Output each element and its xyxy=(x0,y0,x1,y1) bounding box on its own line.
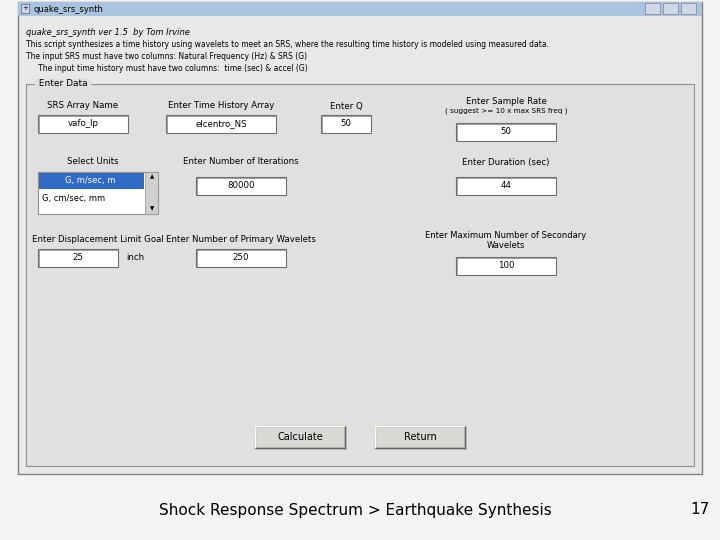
Bar xyxy=(39,173,144,189)
Text: This script synthesizes a time history using wavelets to meet an SRS, where the : This script synthesizes a time history u… xyxy=(26,40,549,49)
Text: G, cm/sec, mm: G, cm/sec, mm xyxy=(42,193,105,202)
Text: Enter Duration (sec): Enter Duration (sec) xyxy=(462,158,549,166)
Bar xyxy=(21,4,29,13)
Bar xyxy=(375,426,465,448)
Text: Enter Number of Iterations: Enter Number of Iterations xyxy=(183,158,299,166)
Text: 50: 50 xyxy=(500,127,511,137)
Text: SRS Array Name: SRS Array Name xyxy=(48,102,119,111)
Bar xyxy=(18,2,702,474)
Bar xyxy=(18,2,702,16)
Text: 80000: 80000 xyxy=(228,181,255,191)
Bar xyxy=(456,123,556,141)
Text: ( suggest >= 10 x max SRS freq ): ( suggest >= 10 x max SRS freq ) xyxy=(445,108,567,114)
Text: Enter Maximum Number of Secondary: Enter Maximum Number of Secondary xyxy=(426,231,587,240)
Text: 17: 17 xyxy=(690,503,710,517)
Text: Wavelets: Wavelets xyxy=(487,240,525,249)
Text: Calculate: Calculate xyxy=(277,432,323,442)
Bar xyxy=(456,177,556,195)
Text: Select Units: Select Units xyxy=(67,158,119,166)
Text: vafo_lp: vafo_lp xyxy=(68,119,99,129)
Bar xyxy=(196,249,286,267)
Text: The input time history must have two columns:  time (sec) & accel (G): The input time history must have two col… xyxy=(31,64,307,73)
Text: ▲: ▲ xyxy=(150,174,154,179)
Bar xyxy=(38,172,158,214)
Text: +: + xyxy=(22,5,28,11)
Bar xyxy=(166,115,276,133)
Bar xyxy=(645,3,660,14)
Bar xyxy=(321,115,371,133)
Text: Enter Displacement Limit Goal: Enter Displacement Limit Goal xyxy=(32,234,164,244)
Bar xyxy=(38,249,118,267)
Bar xyxy=(26,84,694,466)
Bar xyxy=(663,3,678,14)
Text: quake_srs_synth ver 1.5  by Tom Irvine: quake_srs_synth ver 1.5 by Tom Irvine xyxy=(26,28,190,37)
Text: Enter Sample Rate: Enter Sample Rate xyxy=(466,97,546,105)
Text: elcentro_NS: elcentro_NS xyxy=(195,119,247,129)
Text: 50: 50 xyxy=(341,119,351,129)
Text: Enter Number of Primary Wavelets: Enter Number of Primary Wavelets xyxy=(166,234,316,244)
Bar xyxy=(38,115,128,133)
Bar xyxy=(255,426,345,448)
Bar xyxy=(681,3,696,14)
Text: 100: 100 xyxy=(498,261,514,271)
Text: Shock Response Spectrum > Earthquake Synthesis: Shock Response Spectrum > Earthquake Syn… xyxy=(158,503,552,517)
Text: 250: 250 xyxy=(233,253,249,262)
Bar xyxy=(196,177,286,195)
Text: inch: inch xyxy=(126,253,144,262)
Text: Return: Return xyxy=(404,432,436,442)
Text: 44: 44 xyxy=(500,181,511,191)
Text: 25: 25 xyxy=(73,253,84,262)
Text: Enter Data: Enter Data xyxy=(36,79,91,89)
Text: The input SRS must have two columns: Natural Frequency (Hz) & SRS (G): The input SRS must have two columns: Nat… xyxy=(26,52,307,61)
Text: quake_srs_synth: quake_srs_synth xyxy=(34,4,104,14)
Text: Enter Q: Enter Q xyxy=(330,102,362,111)
Text: G, m/sec, m: G, m/sec, m xyxy=(66,177,116,186)
Text: Enter Time History Array: Enter Time History Array xyxy=(168,102,274,111)
Bar xyxy=(145,172,158,214)
Text: ▼: ▼ xyxy=(150,206,154,212)
Bar xyxy=(456,257,556,275)
